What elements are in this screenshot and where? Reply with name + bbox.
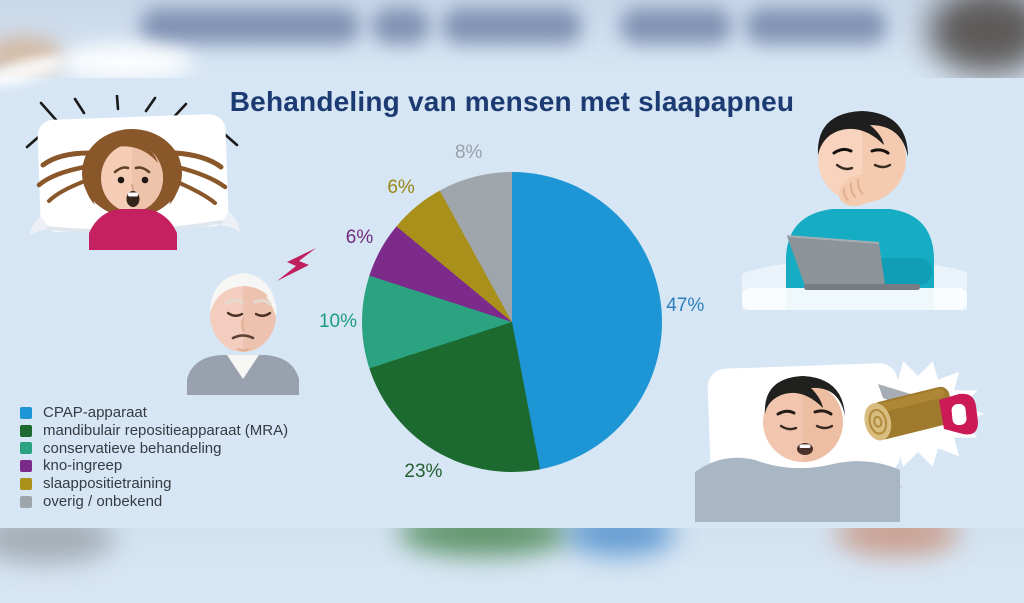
pie-value-label: 6% — [345, 227, 374, 249]
blurred-title-blob — [442, 8, 582, 44]
blurred-gray-blob — [0, 528, 115, 564]
blurred-blue-blob — [565, 528, 675, 556]
snoring-man-icon — [695, 361, 984, 522]
pie-chart — [362, 172, 662, 472]
legend-swatch — [20, 442, 32, 455]
legend-label: conservatieve behandeling — [43, 439, 222, 457]
blurred-title-blob — [745, 8, 887, 44]
legend-swatch — [20, 406, 32, 419]
blurred-title-blob — [372, 8, 430, 44]
blurred-green-blob — [398, 528, 570, 556]
legend-label: kno-ingreep — [43, 457, 123, 475]
legend-item: conservatieve behandeling — [20, 440, 288, 458]
legend-label: slaappositietraining — [43, 475, 172, 493]
woman-in-bed-icon — [25, 95, 240, 250]
legend-item: mandibulair repositieapparaat (MRA) — [20, 422, 288, 440]
man-at-laptop-illustration — [742, 95, 967, 310]
blanket — [695, 457, 900, 522]
legend-swatch — [20, 478, 32, 491]
legend-item: overig / onbekend — [20, 493, 288, 511]
legend-swatch — [20, 424, 32, 437]
legend-item: kno-ingreep — [20, 457, 288, 475]
legend-label: overig / onbekend — [43, 492, 163, 510]
legend-item: CPAP-apparaat — [20, 404, 288, 422]
man-at-laptop-icon — [742, 111, 967, 310]
elderly-man-icon — [187, 248, 316, 395]
page-title: Behandeling van mensen met slaapapneu — [229, 86, 795, 117]
pie-value-label: 8% — [454, 142, 483, 164]
legend-item: slaappositietraining — [20, 475, 288, 493]
woman-in-bed-illustration — [25, 95, 240, 250]
blurred-corner-blob — [928, 0, 1024, 74]
lightning-bolt-icon — [277, 248, 316, 281]
elderly-man-illustration — [183, 243, 323, 395]
blurred-bottom-band — [0, 528, 1024, 603]
pie-value-label: 6% — [387, 176, 415, 198]
log-icon — [864, 386, 955, 441]
legend-label: CPAP-apparaat — [43, 404, 147, 421]
blurred-highlight-blob — [58, 44, 193, 78]
pie-value-label: 47% — [666, 294, 705, 316]
blurred-salmon-blob — [835, 528, 960, 556]
blurred-top-band — [0, 0, 1024, 78]
legend-label: mandibulair repositieapparaat (MRA) — [43, 421, 289, 439]
snoring-man-illustration — [693, 352, 1018, 522]
legend: CPAP-apparaat mandibulair repositieappara… — [20, 404, 288, 511]
blurred-title-blob — [620, 8, 732, 44]
laptop-icon — [787, 236, 885, 286]
legend-swatch — [20, 460, 32, 473]
pie-value-label: 23% — [404, 460, 443, 482]
pie-value-label: 10% — [318, 311, 358, 332]
legend-swatch — [20, 495, 32, 508]
blurred-title-blob — [140, 8, 360, 44]
